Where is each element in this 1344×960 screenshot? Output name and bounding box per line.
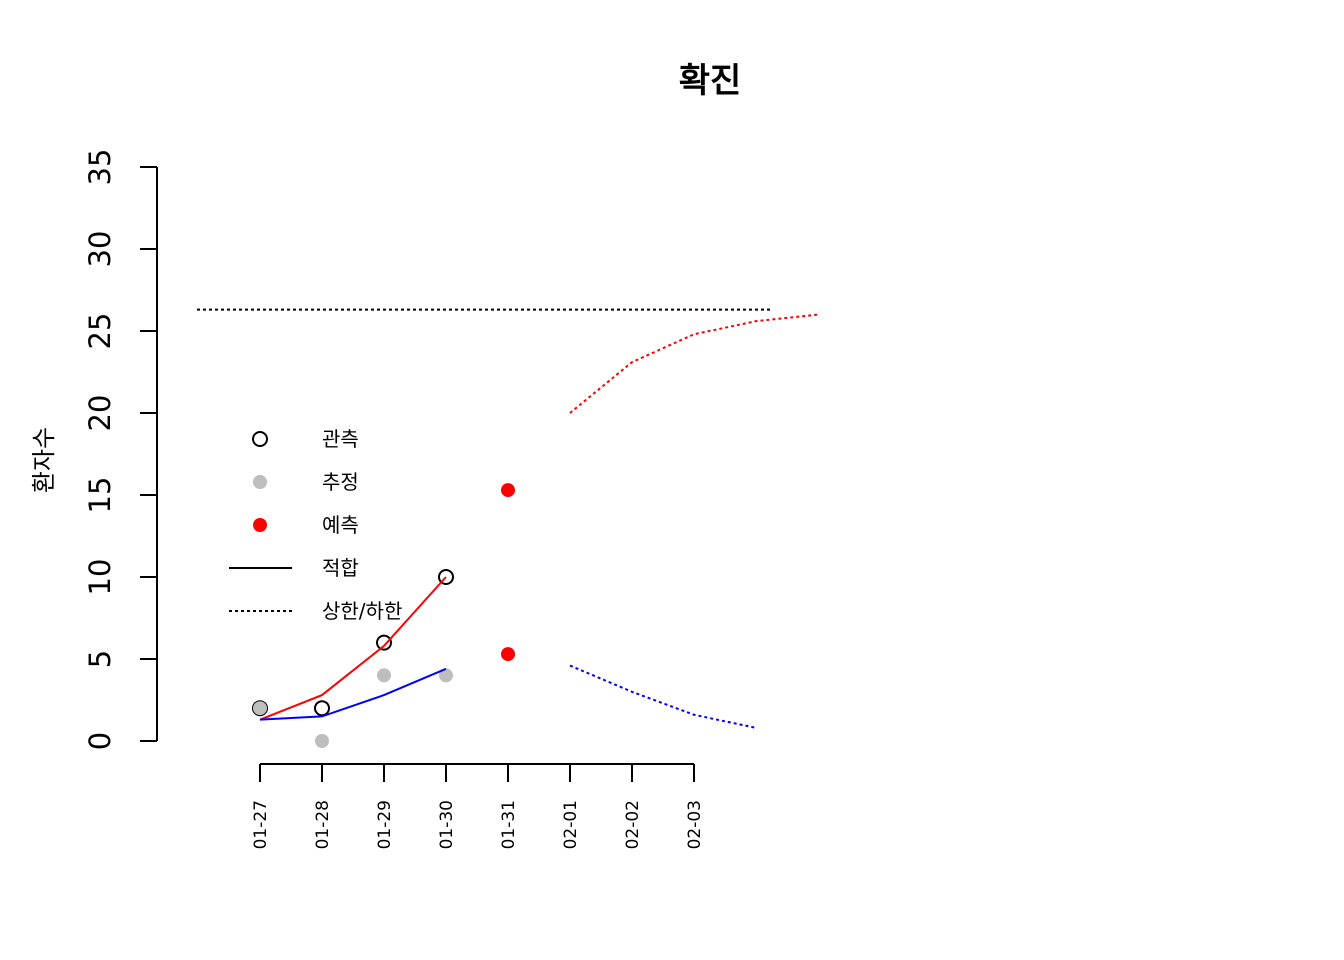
x-tick-label: 02-01 <box>561 800 581 849</box>
series-fit_upper-line <box>259 576 447 721</box>
y-tick-label: 10 <box>83 559 117 596</box>
series-bound_lower-line <box>569 664 757 729</box>
legend-label: 적합 <box>322 556 359 580</box>
x-tick-label: 01-31 <box>499 800 519 849</box>
y-tick-label: 30 <box>83 231 117 268</box>
plot-area <box>197 308 819 748</box>
y-tick-label: 5 <box>83 650 117 668</box>
y-tick-label: 15 <box>83 477 117 514</box>
x-axis: 01-27 01-28 01-29 01-30 01-31 02-01 02-02 02-03 <box>251 763 705 849</box>
y-tick-label: 35 <box>83 149 117 186</box>
legend-label: 상한/하한 <box>322 599 402 623</box>
series-observed-point <box>314 700 330 717</box>
series-estimated-point <box>253 701 267 716</box>
legend-symbol <box>253 475 267 489</box>
x-tick-label: 01-29 <box>375 800 395 849</box>
x-tick-label: 01-27 <box>251 800 271 849</box>
y-axis: 0 5 10 15 20 25 30 35 <box>83 149 158 750</box>
legend-label: 예측 <box>322 513 359 537</box>
legend-symbol <box>252 431 268 447</box>
series-predicted-point <box>501 483 515 498</box>
x-tick-label: 01-30 <box>437 800 457 849</box>
x-tick-label: 02-03 <box>685 800 705 849</box>
chart-title: 확진 <box>679 61 742 101</box>
series-fit_lower-line <box>259 667 447 721</box>
series-estimated-point <box>377 668 391 683</box>
y-tick-label: 0 <box>83 732 117 750</box>
series-bound_upper-line <box>569 313 819 414</box>
y-tick-label: 20 <box>83 395 117 432</box>
series-observed-point <box>376 634 392 651</box>
legend-label: 관측 <box>322 427 359 451</box>
series-estimated-point <box>439 668 453 683</box>
y-axis-label: 환자수 <box>30 427 58 493</box>
series-observed-point <box>438 569 454 585</box>
x-tick-label: 01-28 <box>313 800 333 849</box>
x-tick-label: 02-02 <box>623 800 643 849</box>
series-estimated-point <box>315 734 329 748</box>
legend-symbol <box>253 518 267 532</box>
y-tick-label: 25 <box>83 313 117 350</box>
legend-label: 추정 <box>322 470 359 494</box>
series-predicted-point <box>501 647 515 662</box>
